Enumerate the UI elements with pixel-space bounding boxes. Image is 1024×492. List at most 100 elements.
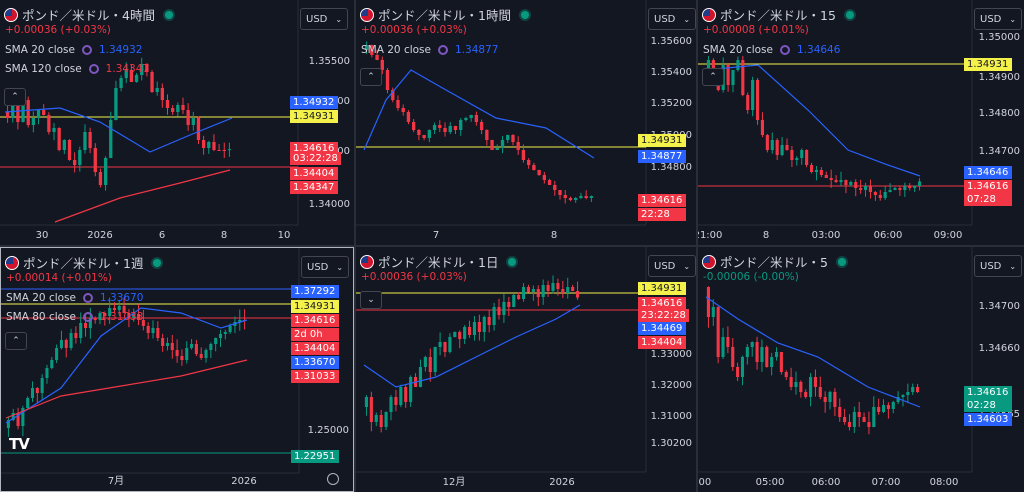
candlestick-plot[interactable]: [0, 0, 354, 245]
symbol-title: ポンド／米ドル・15: [720, 8, 836, 23]
indicator-legend[interactable]: SMA 120 close 1.34347: [5, 63, 149, 75]
indicator-visibility-icon[interactable]: [438, 45, 448, 55]
candle-body: [482, 317, 486, 332]
candle-body: [794, 382, 798, 387]
price-axis-label: 1.25000: [307, 425, 349, 436]
symbol-title: ポンド／米ドル・5: [720, 255, 828, 270]
chart-pane-5m[interactable]: ポンド／米ドル・5 -0.00006 (-0.00%) USD ⌄ 1.34700 1.3…: [698, 247, 1024, 492]
pane-divider-horizontal[interactable]: [0, 245, 1024, 247]
indicator-legend[interactable]: SMA 20 close 1.34932: [5, 44, 142, 56]
price-tag: 1.34404: [290, 167, 338, 180]
sma-line: [363, 304, 581, 388]
symbol-header[interactable]: ポンド／米ドル・1週: [5, 253, 162, 272]
indicator-value: 1.34347: [105, 63, 150, 75]
market-open-status-icon: [520, 10, 529, 19]
legend-collapse-button[interactable]: ⌃: [5, 332, 27, 350]
candle-body: [779, 352, 783, 372]
indicator-visibility-icon[interactable]: [82, 45, 92, 55]
candle-body: [881, 405, 886, 412]
candle-body: [490, 140, 494, 150]
time-axis-label: 06:00: [811, 477, 841, 488]
candle-body: [191, 118, 195, 125]
candle-body: [888, 190, 892, 192]
candle-body: [394, 397, 398, 405]
candle-body: [21, 408, 25, 426]
price-axis-label: 1.31000: [650, 411, 692, 422]
candle-body: [775, 140, 779, 155]
candle-body: [69, 333, 73, 348]
candle-body: [726, 337, 730, 347]
candle-body: [485, 130, 489, 140]
legend-collapse-button[interactable]: ⌃: [360, 68, 382, 86]
chart-pane-1d[interactable]: ポンド／米ドル・1日 +0.00036 (+0.03%) ⌄ USD ⌄ 1.33000 1…: [356, 247, 696, 492]
candlestick-plot[interactable]: [698, 247, 1024, 492]
legend-collapse-button[interactable]: ⌄: [360, 291, 382, 309]
price-tag: 1.34931: [291, 300, 339, 313]
symbol-header[interactable]: ポンド／米ドル・1時間: [360, 5, 529, 24]
candle-body: [459, 120, 463, 130]
candle-body: [36, 110, 41, 118]
candle-body: [790, 150, 794, 160]
chart-pane-1h[interactable]: ポンド／米ドル・1時間 +0.00036 (+0.03%) SMA 20 close…: [356, 0, 696, 245]
indicator-visibility-icon[interactable]: [83, 293, 93, 303]
symbol-header[interactable]: ポンド／米ドル・4時間: [4, 5, 173, 24]
indicator-visibility-icon[interactable]: [83, 312, 93, 322]
candle-body: [574, 198, 578, 200]
indicator-legend[interactable]: SMA 20 close 1.34646: [703, 44, 840, 56]
price-axis-label: 1.33000: [650, 349, 692, 360]
indicator-visibility-icon[interactable]: [780, 45, 790, 55]
indicator-value: 1.34646: [797, 44, 841, 56]
price-change: +0.00036 (+0.03%): [361, 271, 467, 283]
chart-pane-15m[interactable]: ポンド／米ドル・15 +0.00008 (+0.01%) SMA 20 close 1…: [698, 0, 1024, 245]
price-axis-label: 1.34700: [978, 301, 1020, 312]
candle-body: [176, 105, 180, 112]
price-axis-label: 1.35500: [308, 56, 350, 67]
time-axis-label: 08:00: [929, 477, 959, 488]
candle-body: [453, 126, 458, 130]
candlestick-plot[interactable]: [1, 248, 354, 492]
currency-selector[interactable]: USD ⌄: [648, 8, 696, 30]
indicator-visibility-icon[interactable]: [88, 64, 99, 74]
price-tag: 1.22951: [291, 450, 339, 463]
legend-collapse-button[interactable]: ⌃: [702, 68, 724, 86]
candle-body: [417, 130, 421, 135]
candle-body: [384, 412, 388, 427]
candle-body: [731, 347, 735, 367]
candle-body: [795, 158, 799, 160]
indicator-legend[interactable]: SMA 20 close 1.34877: [361, 44, 498, 56]
currency-selector[interactable]: USD ⌄: [974, 255, 1023, 277]
price-tag: 1.34347: [290, 181, 338, 194]
chart-pane-4h[interactable]: ポンド／米ドル・4時間 +0.00036 (+0.03%) SMA 20 close…: [0, 0, 354, 245]
currency-selector[interactable]: USD ⌄: [974, 8, 1023, 30]
gear-icon[interactable]: [327, 473, 339, 485]
candle-body: [88, 318, 92, 328]
legend-collapse-button[interactable]: ⌃: [4, 88, 26, 106]
indicator-legend[interactable]: SMA 20 close 1.33670: [6, 292, 143, 304]
symbol-header[interactable]: ポンド／米ドル・15: [702, 5, 854, 24]
currency-selector[interactable]: USD ⌄: [301, 256, 350, 278]
candle-body: [780, 145, 784, 155]
symbol-header[interactable]: ポンド／米ドル・5: [702, 252, 846, 271]
candlestick-plot[interactable]: [698, 0, 1024, 245]
candle-body: [453, 332, 457, 337]
candle-body: [209, 344, 213, 350]
symbol-header[interactable]: ポンド／米ドル・1日: [360, 252, 517, 271]
candle-body: [497, 307, 501, 315]
time-axis-label: 2026: [549, 477, 575, 488]
candle-body: [785, 145, 789, 150]
candle-body: [401, 108, 405, 112]
candlestick-plot[interactable]: [356, 0, 696, 245]
candle-body: [175, 350, 179, 356]
chart-pane-1w[interactable]: ポンド／米ドル・1週 +0.00014 (+0.01%) SMA 20 close 1…: [0, 247, 354, 492]
candle-body: [469, 115, 473, 118]
candle-body: [93, 148, 97, 172]
price-tag: 03:22:28: [290, 152, 341, 165]
candle-body: [64, 340, 68, 348]
currency-selector[interactable]: USD ⌄: [300, 8, 349, 30]
candle-body: [721, 337, 725, 357]
currency-selector[interactable]: USD ⌄: [648, 255, 696, 277]
candlestick-plot[interactable]: [356, 247, 696, 492]
candle-body: [898, 188, 902, 190]
time-axis-label: 6: [158, 230, 166, 241]
indicator-legend[interactable]: SMA 80 close 1.31033: [6, 311, 143, 323]
